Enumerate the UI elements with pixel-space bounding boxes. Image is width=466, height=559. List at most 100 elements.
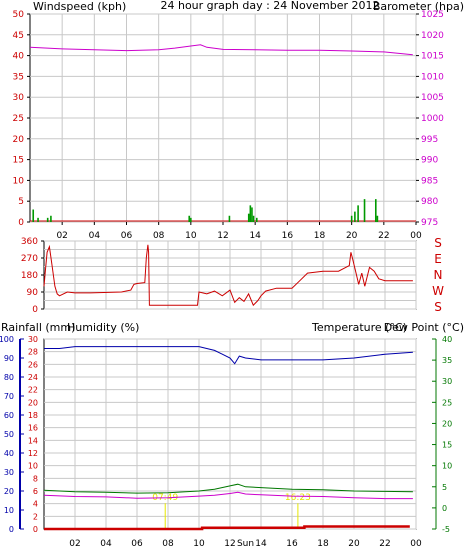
rain-y-tick-label: 6 <box>33 487 38 496</box>
windspeed-bar <box>357 205 359 222</box>
windspeed-bar <box>374 199 377 222</box>
humidity-y-tick-label: 70 <box>4 392 14 401</box>
dewpoint-line <box>43 491 413 500</box>
temperature-y-tick-label: 20 <box>442 419 452 428</box>
windspeed-bar <box>363 199 366 222</box>
windspeed-bar <box>188 215 191 222</box>
humidity-y-tick-label: 90 <box>4 354 14 363</box>
wind-x-tick-label: 14 <box>249 231 261 241</box>
temperature-line <box>43 483 413 494</box>
wind-x-tick-label: 06 <box>121 231 133 241</box>
wind-y-tick-label: 15 <box>13 156 24 166</box>
windspeed-bar <box>228 215 231 222</box>
barometer-y-tick-label: 1000 <box>421 114 444 124</box>
barometer-y-tick-label: 1005 <box>421 93 444 103</box>
axes-layer: 0510152025303540455097598098599099510001… <box>0 10 452 549</box>
windspeed-bar <box>255 217 258 222</box>
wind-y-tick-label: 50 <box>13 10 25 20</box>
rain-y-tick-label: 28 <box>28 348 38 357</box>
dewpoint-axis-title: Dew Point (°C) <box>384 321 464 334</box>
windspeed-bar <box>50 215 52 222</box>
windspeed-bar <box>354 211 356 222</box>
bottom-x-tick-label: 16 <box>286 539 298 549</box>
barometer-y-tick-label: 1015 <box>421 52 444 62</box>
windspeed-bar <box>249 205 252 222</box>
compass-label: N <box>434 268 443 282</box>
rain-y-tick-label: 0 <box>33 525 38 534</box>
direction-y-tick-label: 0 <box>32 305 38 315</box>
wind-y-tick-label: 25 <box>13 114 24 124</box>
wind-y-tick-label: 30 <box>13 93 25 103</box>
barometer-y-tick-label: 980 <box>421 197 438 207</box>
bottom-x-tick-label: 08 <box>162 539 174 549</box>
bottom-x-tick-label: 12 <box>224 539 235 549</box>
rain-y-tick-label: 8 <box>33 474 38 483</box>
direction-y-tick-label: 270 <box>21 254 38 264</box>
bottom-x-tick-label: Sun <box>237 539 254 549</box>
wind-direction-line <box>43 244 413 307</box>
rain-y-tick-label: 30 <box>28 335 38 344</box>
bottom-x-tick-label: 04 <box>100 539 112 549</box>
data-layer: 07:49 16:23 <box>29 44 416 531</box>
wind-x-tick-label: 12 <box>217 231 228 241</box>
wind-y-tick-label: 0 <box>18 218 24 228</box>
rain-y-tick-label: 12 <box>28 449 38 458</box>
windspeed-bar <box>247 213 250 222</box>
wind-y-tick-label: 40 <box>13 52 25 62</box>
temperature-y-tick-label: -5 <box>442 525 450 534</box>
windspeed-bar <box>252 215 255 222</box>
wind-y-tick-label: 45 <box>13 31 24 41</box>
temperature-y-tick-label: 40 <box>442 335 452 344</box>
wind-axis-title: Windspeed (kph) <box>33 0 126 13</box>
rain-y-tick-label: 24 <box>28 373 38 382</box>
direction-y-tick-label: 90 <box>27 288 39 298</box>
sunset-label: 16:23 <box>285 493 311 503</box>
rain-axis-title: Rainfall (mm) <box>1 321 75 334</box>
barometer-y-tick-label: 1010 <box>421 72 444 82</box>
rain-y-tick-label: 4 <box>33 500 38 509</box>
barometer-y-tick-label: 1020 <box>421 31 444 41</box>
wind-y-tick-label: 35 <box>13 72 24 82</box>
wind-x-tick-label: 10 <box>185 231 197 241</box>
barometer-line <box>29 44 413 56</box>
humidity-y-tick-label: 10 <box>4 506 14 515</box>
windspeed-bar <box>376 215 379 222</box>
rain-y-tick-label: 22 <box>28 386 38 395</box>
humidity-y-tick-label: 50 <box>4 430 14 439</box>
temperature-y-tick-label: 10 <box>442 462 452 471</box>
graph-title: 24 hour graph day : 24 November 2012 <box>160 0 379 12</box>
compass-label: E <box>434 252 442 266</box>
barometer-y-tick-label: 1025 <box>421 10 444 20</box>
wind-x-tick-label: 16 <box>282 231 294 241</box>
humidity-y-tick-label: 40 <box>4 449 14 458</box>
temperature-y-tick-label: 35 <box>442 356 452 365</box>
wind-y-tick-label: 5 <box>18 197 24 207</box>
wind-x-tick-label: 00 <box>410 231 422 241</box>
windspeed-bar <box>190 217 192 222</box>
humidity-line <box>44 346 413 365</box>
windspeed-bar <box>251 207 253 222</box>
barometer-y-tick-label: 985 <box>421 176 438 186</box>
temperature-y-tick-label: 0 <box>442 504 447 513</box>
wind-y-tick-label: 20 <box>13 135 25 145</box>
direction-y-tick-label: 180 <box>21 271 38 281</box>
rain-y-tick-label: 2 <box>33 512 38 521</box>
grid-layer <box>30 13 417 530</box>
bottom-x-tick-label: 14 <box>255 539 267 549</box>
wind-x-tick-label: 08 <box>153 231 165 241</box>
humidity-y-tick-label: 80 <box>4 373 14 382</box>
humidity-y-tick-label: 30 <box>4 468 14 477</box>
direction-y-tick-label: 360 <box>21 237 38 247</box>
humidity-y-tick-label: 60 <box>4 411 14 420</box>
barometer-axis-title: Barometer (hpa) <box>373 0 464 13</box>
bottom-x-tick-label: 20 <box>348 539 360 549</box>
temperature-y-tick-label: 25 <box>442 398 452 407</box>
bottom-x-tick-label: 22 <box>379 539 390 549</box>
rain-y-tick-label: 10 <box>28 462 38 471</box>
bottom-x-tick-label: 18 <box>317 539 329 549</box>
rain-y-tick-label: 20 <box>28 398 38 407</box>
temperature-y-tick-label: 5 <box>442 483 447 492</box>
windspeed-bar <box>46 217 49 222</box>
